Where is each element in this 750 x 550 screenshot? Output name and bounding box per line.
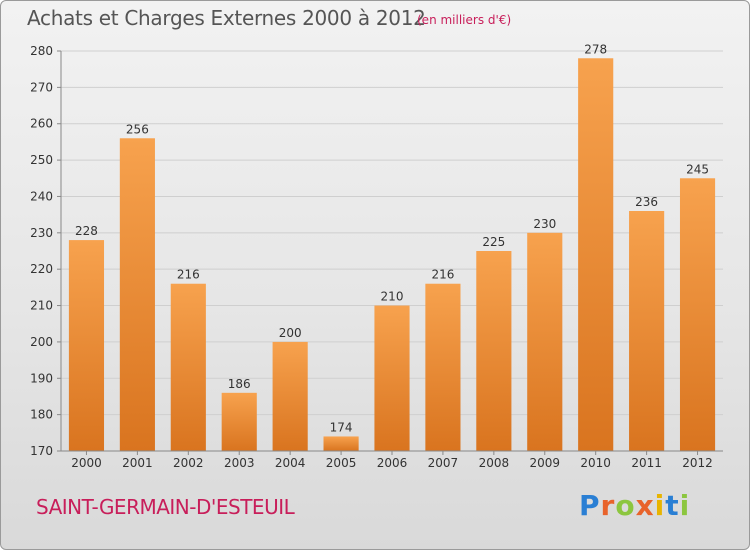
bar-value-label: 210 xyxy=(381,290,404,304)
x-tick-label: 2001 xyxy=(122,456,153,470)
y-tick-label: 180 xyxy=(30,408,53,422)
y-tick-label: 230 xyxy=(30,226,53,240)
bar-value-label: 186 xyxy=(228,377,251,391)
bar-2008 xyxy=(476,251,512,451)
bar-value-label: 174 xyxy=(330,420,353,434)
x-tick-label: 2002 xyxy=(173,456,204,470)
bar-value-label: 200 xyxy=(279,326,302,340)
bars: 228 256 216 186 200 174 210 216 225 230 278 236 245 xyxy=(68,42,716,452)
logo-letter: P xyxy=(579,489,601,522)
chart-title: Achats et Charges Externes 2000 à 2012 xyxy=(27,6,426,30)
bar-2004 xyxy=(272,341,308,451)
y-tick-label: 240 xyxy=(30,189,53,203)
x-tick-label: 2009 xyxy=(529,456,560,470)
x-tick-label: 2010 xyxy=(580,456,611,470)
logo-letter: t xyxy=(665,489,680,522)
axes: 170 180 190 200 210 220 230 240 250 260 270 280 2000… xyxy=(30,44,723,470)
y-tick-label: 200 xyxy=(30,335,53,349)
logo-letter: o xyxy=(615,489,636,522)
y-tick-label: 270 xyxy=(30,80,53,94)
bar-2006 xyxy=(374,305,410,451)
x-tick-label: 2000 xyxy=(71,456,102,470)
commune-name: SAINT-GERMAIN-D'ESTEUIL xyxy=(36,495,295,519)
x-tick-label: 2008 xyxy=(479,456,510,470)
y-tick-label: 250 xyxy=(30,153,53,167)
logo-letter: r xyxy=(600,489,616,522)
x-tick-label: 2005 xyxy=(326,456,357,470)
logo-letter: i xyxy=(679,489,691,522)
y-tick-label: 210 xyxy=(30,299,53,313)
y-tick-label: 220 xyxy=(30,262,53,276)
bar-2009 xyxy=(527,232,563,451)
bar-value-label: 216 xyxy=(177,268,200,282)
chart-unit: (en milliers d'€) xyxy=(417,13,512,27)
bar-value-label: 278 xyxy=(584,42,607,56)
x-tick-label: 2004 xyxy=(275,456,306,470)
bar-value-label: 216 xyxy=(431,268,454,282)
bar-value-label: 256 xyxy=(126,122,149,136)
y-tick-label: 190 xyxy=(30,371,53,385)
x-tick-label: 2006 xyxy=(377,456,408,470)
bar-value-label: 230 xyxy=(533,217,556,231)
bar-2007 xyxy=(425,283,461,451)
x-tick-label: 2007 xyxy=(428,456,459,470)
bar-value-label: 225 xyxy=(482,235,505,249)
bar-value-label: 228 xyxy=(75,224,98,238)
y-tick-label: 280 xyxy=(30,44,53,58)
bar-2003 xyxy=(221,392,257,451)
x-tick-label: 2012 xyxy=(682,456,713,470)
bar-2011 xyxy=(629,211,665,451)
bar-2010 xyxy=(578,58,614,451)
logo-letter: i xyxy=(654,489,666,522)
bar-2005 xyxy=(323,436,359,451)
logo-letter: x xyxy=(635,489,655,522)
bar-2002 xyxy=(170,283,206,451)
bar-2012 xyxy=(679,178,716,452)
x-tick-label: 2011 xyxy=(631,456,662,470)
bar-value-label: 236 xyxy=(635,195,658,209)
y-tick-label: 170 xyxy=(30,444,53,458)
proxiti-logo[interactable]: Proxiti xyxy=(579,489,690,522)
x-tick-label: 2003 xyxy=(224,456,255,470)
bar-2000 xyxy=(68,240,105,451)
bar-2001 xyxy=(119,138,155,452)
y-tick-label: 260 xyxy=(30,117,53,131)
bar-value-label: 245 xyxy=(686,162,709,176)
